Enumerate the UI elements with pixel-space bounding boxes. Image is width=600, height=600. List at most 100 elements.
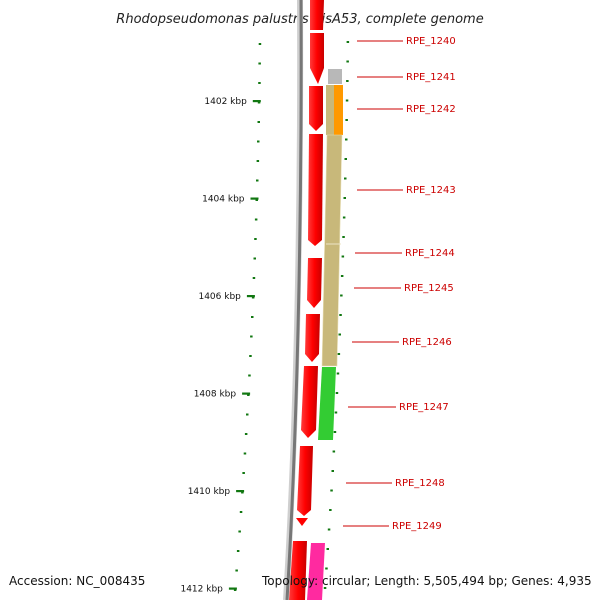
ruler-dot (345, 119, 348, 121)
ruler-dot (323, 587, 327, 589)
gene-label[interactable]: RPE_1248 (395, 478, 445, 489)
ruler-dot (325, 567, 328, 570)
kbp-tick-label: 1404 kbp (202, 195, 245, 205)
ruler-dot (346, 41, 350, 43)
ruler-dot (345, 99, 349, 102)
ruler-dot (339, 314, 342, 316)
accession-label: Accession: NC_008435 (9, 574, 146, 588)
ruler-dot (340, 294, 343, 297)
feature-bar-pink[interactable] (307, 543, 325, 600)
cds-arrow[interactable] (296, 518, 308, 526)
ruler-dot (239, 511, 243, 513)
cds-arrow[interactable] (305, 314, 320, 362)
kbp-tick-label: 1408 kbp (194, 390, 237, 400)
ruler-dot (336, 372, 340, 375)
cds-arrow[interactable] (308, 134, 323, 246)
ruler-dot (249, 355, 252, 357)
ruler-dot (327, 528, 331, 531)
genome-summary: Topology: circular; Length: 5,505,494 bp… (262, 574, 592, 588)
kbp-ruler: 1402 kbp 1404 kbp 1406 kbp 1408 kbp 1410 kbp… (180, 97, 261, 595)
cds-arrow[interactable] (301, 366, 318, 438)
feature-bar-orange[interactable] (334, 85, 343, 135)
ruler-dot (334, 411, 338, 414)
kbp-tick (252, 100, 261, 103)
gene-label[interactable]: RPE_1241 (406, 72, 456, 83)
ruler-dot (337, 353, 341, 355)
ruler-dot (256, 160, 260, 162)
ruler-dot (238, 530, 241, 533)
gene-label[interactable]: RPE_1244 (405, 248, 455, 259)
kbp-tick (242, 392, 251, 395)
ruler-dot (242, 472, 245, 474)
ruler-dot (342, 236, 345, 238)
feature-track (307, 69, 343, 600)
ruler-dot (254, 238, 257, 240)
ruler-dot (241, 491, 244, 494)
ruler-dot (326, 548, 329, 550)
ruler-dot (247, 394, 250, 396)
ruler-dot (346, 80, 349, 82)
ruler-dot (250, 335, 253, 338)
ruler-dot (243, 452, 247, 455)
ruler-dot (329, 509, 332, 511)
ruler-dot (253, 257, 256, 260)
ruler-dot (235, 569, 238, 572)
ruler-dot (255, 199, 258, 201)
ruler-dots (233, 41, 350, 591)
ruler-dot (246, 413, 249, 416)
kbp-tick-label: 1402 kbp (204, 97, 247, 107)
gene-label[interactable]: RPE_1242 (406, 104, 456, 115)
kbp-tick-label: 1410 kbp (188, 487, 231, 497)
ruler-dot (251, 296, 255, 299)
gene-labels: RPE_1240 RPE_1241 RPE_1242 RPE_1243 RPE_1244… (343, 36, 456, 532)
kbp-tick (228, 587, 237, 590)
ruler-dot (342, 216, 346, 219)
gene-label[interactable]: RPE_1247 (399, 402, 449, 413)
cds-track (289, 0, 324, 600)
gene-label[interactable]: RPE_1245 (404, 283, 454, 294)
ruler-dot (331, 470, 334, 472)
ruler-dot (332, 450, 336, 453)
ruler-dot (258, 62, 261, 65)
ruler-dot (345, 138, 348, 141)
ruler-dot (346, 60, 349, 63)
ruler-dot (257, 121, 260, 123)
ruler-dot (254, 218, 258, 221)
cds-arrow[interactable] (310, 0, 324, 30)
ruler-dot (340, 275, 344, 277)
ruler-dot (244, 433, 248, 435)
ruler-dot (333, 431, 337, 433)
ruler-dot (335, 392, 339, 394)
cds-arrow[interactable] (307, 258, 322, 308)
ruler-dot (344, 158, 347, 160)
kbp-tick (246, 295, 255, 298)
ruler-dot (344, 177, 347, 180)
ruler-dot (341, 255, 345, 258)
feature-bar-green[interactable] (318, 367, 336, 440)
ruler-dot (343, 197, 346, 199)
gene-label[interactable]: RPE_1243 (406, 185, 456, 196)
ruler-dot (256, 179, 259, 182)
feature-bar-olive-long[interactable] (321, 134, 343, 367)
ruler-dot (251, 316, 254, 318)
ruler-dot (233, 589, 237, 591)
ruler-dot (257, 101, 261, 104)
cds-arrow[interactable] (289, 541, 307, 600)
kbp-tick-label: 1412 kbp (180, 585, 223, 595)
ruler-dot (330, 489, 333, 492)
gene-label[interactable]: RPE_1246 (402, 337, 452, 348)
ruler-dot (257, 140, 260, 143)
cds-arrow[interactable] (310, 33, 324, 84)
kbp-tick-label: 1406 kbp (198, 292, 241, 302)
gene-label[interactable]: RPE_1249 (392, 521, 442, 532)
ruler-dot (236, 550, 240, 552)
ruler-dot (248, 374, 251, 377)
gene-label[interactable]: RPE_1240 (406, 36, 456, 47)
kbp-tick (236, 490, 245, 493)
genome-backbone-line (285, 0, 303, 600)
feature-bar-grey[interactable] (328, 69, 342, 84)
cds-arrow[interactable] (297, 446, 313, 516)
cds-arrow[interactable] (309, 86, 323, 131)
feature-bar-olive[interactable] (326, 85, 335, 135)
